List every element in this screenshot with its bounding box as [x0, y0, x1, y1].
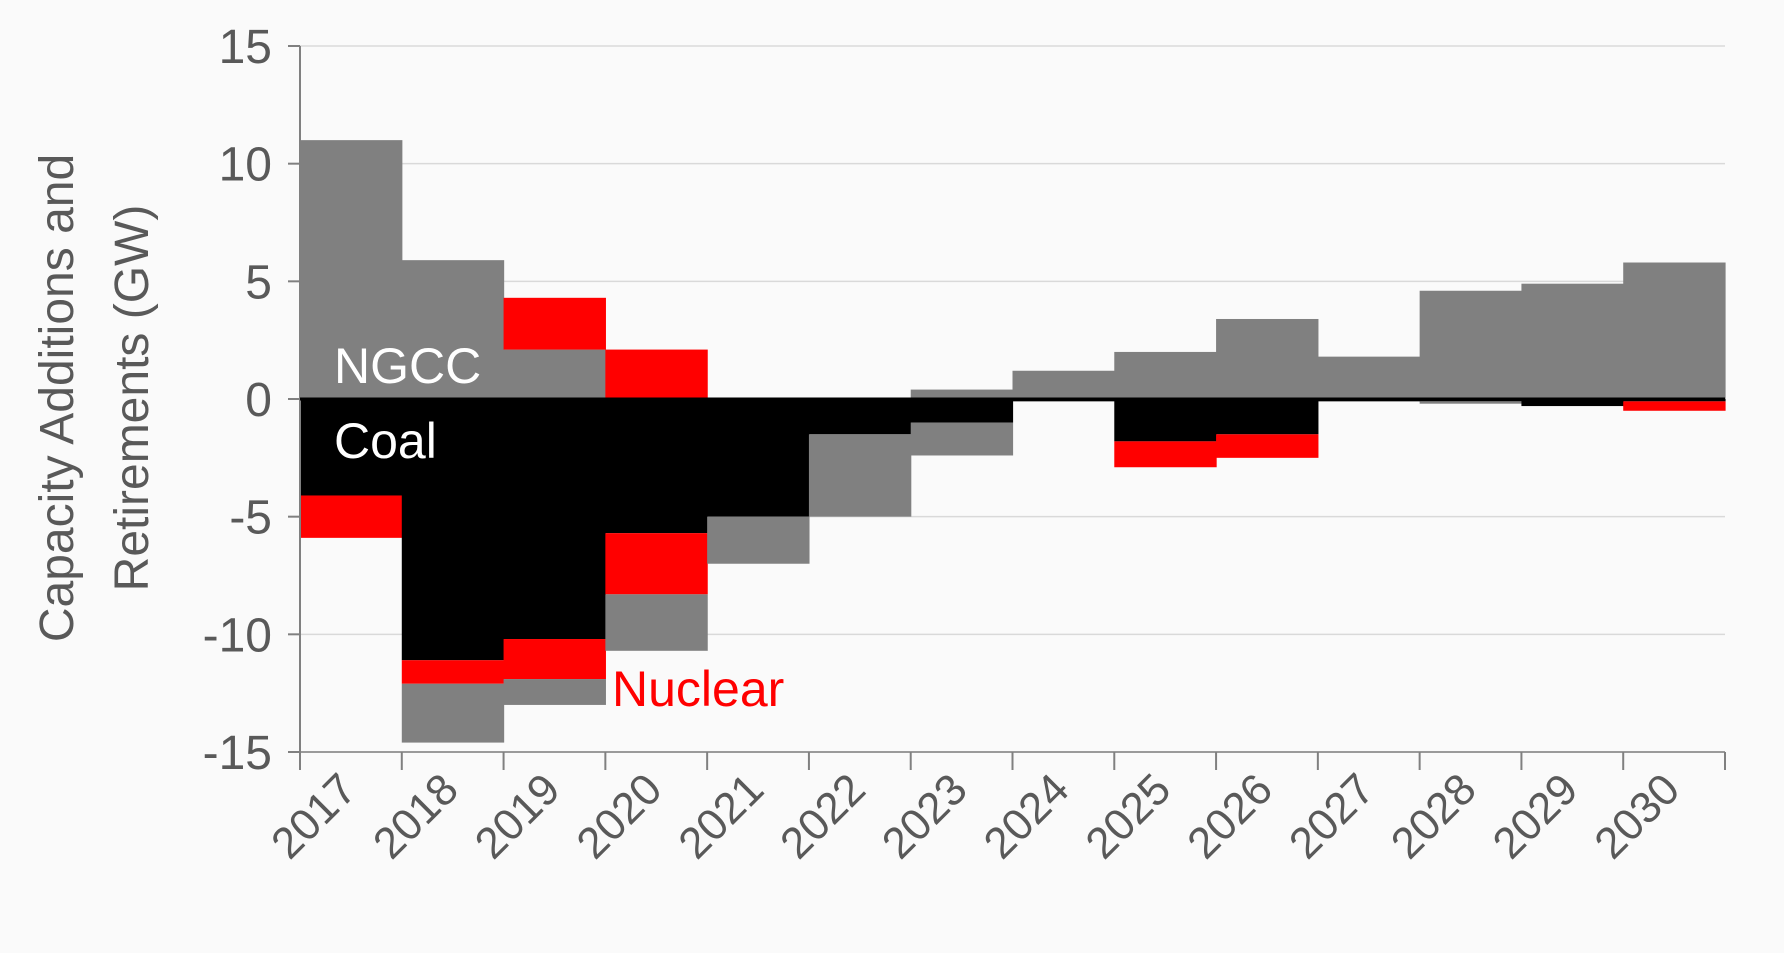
- annotation-coal: Coal: [334, 413, 437, 469]
- bar-nuclear-2017-neg: [300, 495, 403, 538]
- bar-nuclear-2020-neg: [605, 533, 708, 595]
- y-tick-label: 10: [219, 139, 272, 192]
- y-tick-label: -15: [203, 727, 272, 780]
- y-tick-label: 0: [245, 374, 272, 427]
- bar-nuclear-2019: [503, 297, 606, 350]
- x-tick-label: 2018: [364, 764, 468, 868]
- bar-ngcc-2021-neg: [707, 516, 810, 564]
- bar-ngcc-2018-neg: [401, 683, 505, 743]
- x-tick-label: 2027: [1280, 764, 1384, 868]
- bar-ngcc-2023: [910, 389, 1014, 399]
- bar-ngcc-2025: [1114, 351, 1217, 399]
- x-tick-label: 2022: [771, 764, 875, 868]
- bar-coal-2022-neg: [808, 399, 912, 435]
- bar-ngcc-2019-neg: [503, 679, 606, 705]
- annotations: NGCC Coal Nuclear: [334, 338, 784, 717]
- bar-ngcc-2023-neg: [910, 422, 1014, 456]
- bars: [300, 140, 1726, 743]
- bar-ngcc-2029: [1521, 283, 1624, 399]
- y-axis-title: Capacity Additions and Retirements (GW): [31, 154, 159, 642]
- x-tick-label: 2029: [1484, 764, 1588, 868]
- bar-ngcc-2028-neg: [1419, 401, 1523, 404]
- x-tick-label: 2020: [567, 764, 671, 868]
- bar-nuclear-2020: [605, 349, 708, 399]
- y-tick-label: 15: [219, 21, 272, 74]
- bar-nuclear-2025-neg: [1114, 441, 1217, 468]
- x-tick-label: 2024: [975, 764, 1079, 868]
- bar-ngcc-2017: [300, 140, 403, 399]
- x-tick-label: 2019: [466, 764, 570, 868]
- bar-coal-2023-neg: [910, 399, 1014, 423]
- y-tick-label: 5: [245, 256, 272, 309]
- y-axis-title-line1: Capacity Additions and: [31, 154, 84, 642]
- x-tick-labels: 2017201820192020202120222023202420252026…: [262, 764, 1689, 868]
- bar-coal-2026-neg: [1216, 399, 1319, 435]
- bar-coal-2017-neg: [300, 399, 403, 496]
- bar-nuclear-2019-neg: [503, 639, 606, 680]
- x-tick-label: 2025: [1076, 764, 1180, 868]
- bar-coal-2029-neg: [1521, 399, 1624, 407]
- y-tick-labels: 15 10 5 0 -5 -10 -15: [203, 21, 272, 780]
- annotation-nuclear: Nuclear: [612, 661, 784, 717]
- bar-ngcc-2027: [1317, 356, 1421, 399]
- bar-ngcc-2019: [503, 349, 606, 399]
- bar-ngcc-2030: [1623, 262, 1726, 399]
- y-tick-label: -10: [203, 609, 272, 662]
- x-tick-label: 2028: [1382, 764, 1486, 868]
- bar-coal-2019-neg: [503, 399, 606, 640]
- bar-coal-2020-neg: [605, 399, 708, 534]
- bar-coal-2021-neg: [707, 399, 810, 517]
- annotation-ngcc: NGCC: [334, 338, 481, 394]
- bar-nuclear-2026-neg: [1216, 434, 1319, 458]
- axes: [288, 45, 1726, 770]
- bar-nuclear-2018-neg: [401, 660, 505, 684]
- bar-ngcc-2018: [401, 260, 505, 399]
- bar-ngcc-2028: [1419, 290, 1523, 399]
- y-axis-title-line2: Retirements (GW): [106, 205, 159, 592]
- x-tick-label: 2030: [1585, 764, 1689, 868]
- x-tick-label: 2026: [1178, 764, 1282, 868]
- x-tick-label: 2023: [873, 764, 977, 868]
- bar-coal-2018-neg: [401, 399, 505, 661]
- x-tick-label: 2017: [262, 764, 366, 868]
- y-tick-label: -5: [229, 492, 272, 545]
- x-tick-label: 2021: [669, 764, 773, 868]
- bar-coal-2025-neg: [1114, 399, 1217, 442]
- bar-ngcc-2024: [1012, 370, 1115, 399]
- bar-ngcc-2020-neg: [605, 594, 708, 651]
- bar-nuclear-2030-neg: [1623, 401, 1726, 411]
- bar-ngcc-2026: [1216, 318, 1319, 399]
- bar-ngcc-2022-neg: [808, 434, 912, 517]
